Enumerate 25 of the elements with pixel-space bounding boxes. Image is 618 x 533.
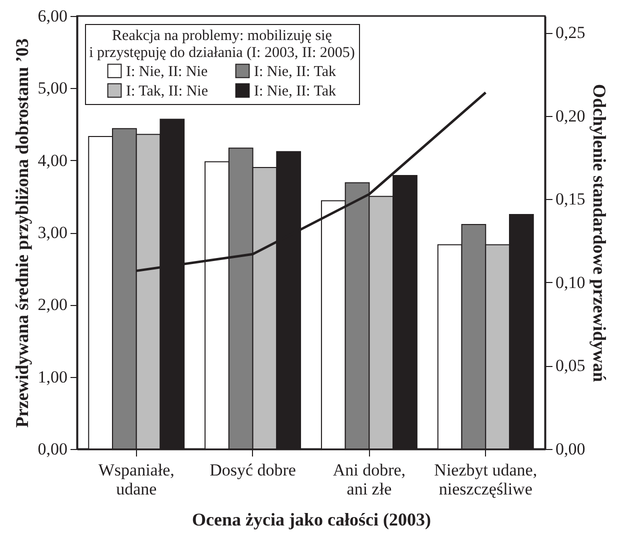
legend-label: I: Tak, II: Nie xyxy=(126,84,208,100)
legend-label: I: Nie, II: Tak xyxy=(254,64,336,80)
y2-tick-label: 0,00 xyxy=(556,440,586,458)
legend-label: I: Nie, II: Nie xyxy=(126,64,208,80)
x-tick-label: Niezbyt udane, nieszczęśliwe xyxy=(434,460,538,498)
y2-tick-label: 0,05 xyxy=(556,356,586,376)
x-axis-title: Ocena życia jako całości (2003) xyxy=(192,510,431,530)
y-tick-label: 3,00 xyxy=(38,223,68,242)
y-tick-label: 2,00 xyxy=(38,295,68,314)
y2-tick-label: 0,15 xyxy=(556,190,586,209)
legend-label: I: Nie, II: Tak xyxy=(254,84,336,100)
y2-tick-label: 0,25 xyxy=(556,23,586,42)
y-tick-label: 0,00 xyxy=(38,440,68,458)
y2-axis-title: Odchylenie standardowe przewidywań xyxy=(589,84,610,382)
y-tick-label: 6,00 xyxy=(38,6,68,26)
y-tick-label: 4,00 xyxy=(38,150,68,170)
x-tick-label: Dosyć dobre xyxy=(210,460,296,480)
y2-tick-label: 0,20 xyxy=(556,106,586,126)
y-tick-label: 1,00 xyxy=(38,367,68,386)
y-axis-title: Przewidywana średnie przybliżona dobrostanu ’03 xyxy=(12,38,32,428)
x-tick-label: Wspaniałe, udane xyxy=(98,460,174,498)
y-tick-label: 5,00 xyxy=(38,78,68,98)
y2-tick-label: 0,10 xyxy=(556,272,586,292)
x-tick-label: Ani dobre, ani złe xyxy=(332,460,406,498)
legend-title: Reakcja na problemy: mobilizuję się i przystępuję do działania (I: 2003, II: 2005) xyxy=(89,28,355,61)
